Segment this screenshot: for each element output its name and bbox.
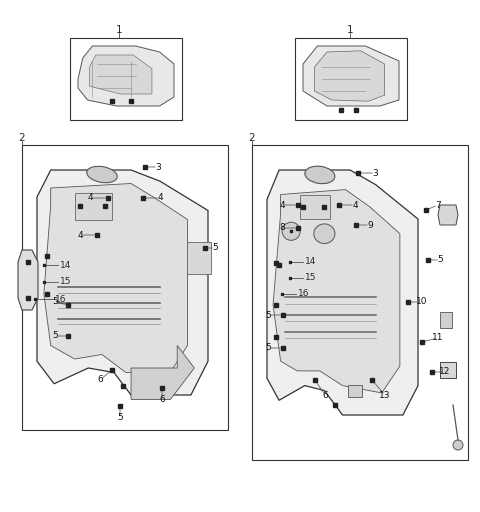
Text: 5: 5 [265, 310, 271, 319]
Polygon shape [37, 170, 208, 395]
Polygon shape [303, 46, 399, 106]
Text: 5: 5 [117, 414, 123, 422]
Polygon shape [131, 346, 194, 399]
Bar [188, 242, 211, 273]
Text: 4: 4 [157, 194, 163, 203]
Bar [70, 38, 182, 120]
Polygon shape [438, 205, 458, 225]
Text: 4: 4 [87, 194, 93, 203]
Bar [295, 38, 407, 120]
Text: 5: 5 [52, 297, 58, 307]
Polygon shape [267, 170, 418, 415]
Text: 11: 11 [432, 333, 444, 343]
Polygon shape [78, 46, 174, 106]
Circle shape [453, 440, 463, 450]
Text: 15: 15 [305, 273, 316, 283]
Text: 1: 1 [116, 25, 122, 35]
Polygon shape [273, 189, 400, 393]
Polygon shape [44, 183, 188, 373]
Text: 2: 2 [249, 133, 255, 143]
Polygon shape [89, 55, 152, 94]
Bar [440, 312, 452, 328]
Text: 13: 13 [379, 391, 391, 399]
Text: 9: 9 [367, 221, 373, 229]
Text: 15: 15 [60, 278, 72, 287]
Text: 4: 4 [279, 201, 285, 209]
Bar [22, 145, 228, 430]
Bar [348, 385, 361, 396]
Text: 5: 5 [437, 255, 443, 265]
Text: 4: 4 [77, 230, 83, 240]
Text: 16: 16 [298, 289, 310, 298]
Text: 12: 12 [439, 368, 451, 376]
Text: 8: 8 [279, 224, 285, 232]
Text: 5: 5 [265, 344, 271, 352]
Text: 10: 10 [416, 297, 428, 307]
Text: 5: 5 [212, 244, 218, 252]
Text: 6: 6 [159, 395, 165, 404]
Circle shape [282, 222, 300, 240]
Ellipse shape [314, 224, 335, 244]
Text: 7: 7 [435, 201, 441, 209]
Text: 5: 5 [52, 331, 58, 340]
Polygon shape [314, 51, 384, 101]
Text: 3: 3 [155, 162, 161, 172]
Bar [252, 145, 468, 460]
Text: 4: 4 [352, 201, 358, 209]
Text: 14: 14 [60, 261, 72, 269]
Text: 14: 14 [305, 258, 316, 267]
Ellipse shape [87, 166, 117, 183]
Bar [300, 195, 330, 219]
Text: 2: 2 [19, 133, 25, 143]
Polygon shape [272, 258, 286, 276]
Text: 6: 6 [97, 375, 103, 385]
Bar [74, 193, 112, 220]
Ellipse shape [305, 166, 335, 184]
Polygon shape [18, 250, 38, 310]
Text: 16: 16 [55, 294, 67, 304]
Text: 3: 3 [372, 168, 378, 178]
Text: 6: 6 [322, 391, 328, 399]
Text: 1: 1 [347, 25, 353, 35]
Polygon shape [440, 362, 456, 378]
